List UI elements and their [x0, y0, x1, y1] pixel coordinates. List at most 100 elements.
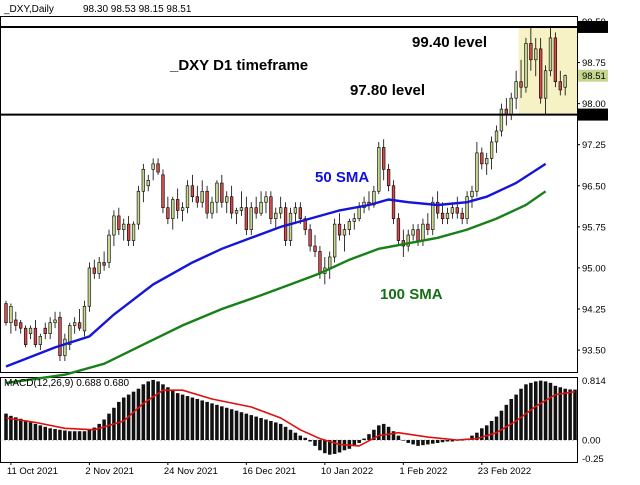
macd-histogram-bar	[421, 440, 425, 446]
candle-body	[524, 43, 528, 88]
macd-histogram-bar	[92, 427, 97, 441]
frame-layer	[0, 16, 578, 463]
candle-body	[548, 37, 553, 72]
macd-histogram-bar	[102, 419, 106, 441]
candles-layer	[4, 26, 567, 362]
candle-body	[112, 215, 116, 236]
candle-body	[342, 229, 347, 236]
candle-body	[337, 223, 342, 236]
chart-title: _DXY D1 timeframe	[169, 57, 308, 74]
macd-histogram-bar	[180, 394, 185, 441]
candle-body	[234, 210, 239, 214]
candle-body	[475, 152, 479, 192]
candle-body	[519, 81, 523, 88]
candle-body	[288, 212, 293, 241]
candle-body	[171, 199, 175, 219]
macd-histogram-bar	[470, 435, 474, 441]
x-tick-label: 24 Nov 2021	[164, 466, 218, 477]
macd-histogram-bar	[426, 440, 430, 445]
candle-body	[386, 169, 391, 187]
candle-body	[220, 182, 224, 203]
level-high-badge: 99.40	[582, 22, 606, 33]
macd-histogram-bar	[239, 412, 244, 441]
candle-body	[264, 196, 268, 203]
x-tick-label: 1 Feb 2022	[399, 466, 447, 477]
candle-body	[357, 207, 361, 219]
macd-histogram-bar	[450, 440, 455, 442]
candle-body	[259, 201, 263, 214]
levels-layer	[0, 25, 577, 116]
candle-body	[53, 319, 57, 324]
candle-body	[77, 322, 82, 329]
macd-layer	[4, 379, 577, 455]
macd-histogram-bar	[259, 418, 263, 441]
candle-body	[244, 207, 249, 230]
macd-histogram-bar	[509, 398, 513, 441]
price-tick-label: 95.75	[582, 222, 606, 233]
macd-histogram-bar	[308, 440, 312, 442]
candle-body	[195, 196, 199, 203]
macd-histogram-bar	[43, 426, 48, 441]
macd-histogram-bar	[205, 401, 209, 441]
macd-tick-label: 0.00	[582, 436, 601, 447]
candle-body	[455, 207, 459, 214]
macd-histogram-bar	[416, 440, 420, 446]
x-tick-label: 23 Feb 2022	[478, 466, 531, 477]
macd-histogram-bar	[33, 423, 38, 441]
chart-header-symbol: _DXY,Daily	[3, 4, 54, 15]
candle-body	[176, 199, 180, 211]
candle-body	[514, 81, 518, 99]
macd-histogram-bar	[87, 429, 92, 441]
macd-histogram-bar	[117, 401, 121, 441]
candle-body	[485, 158, 489, 165]
candle-body	[48, 322, 52, 334]
candle-body	[225, 196, 229, 203]
macd-histogram-bar	[107, 413, 111, 441]
candle-body	[558, 81, 562, 91]
candle-body	[529, 43, 533, 61]
candle-body	[509, 97, 513, 115]
macd-histogram-bar	[401, 440, 406, 441]
macd-histogram-bar	[269, 420, 273, 441]
macd-histogram-bar	[175, 393, 180, 441]
candle-body	[82, 305, 87, 332]
candle-body	[421, 223, 425, 241]
candle-body	[426, 223, 430, 230]
candle-body	[303, 218, 307, 230]
macd-histogram-bar	[499, 410, 504, 441]
macd-signal-line	[5, 389, 576, 447]
price-tick-label: 93.50	[582, 346, 606, 357]
candle-body	[406, 234, 410, 247]
candle-body	[279, 207, 283, 214]
macd-histogram-bar	[538, 380, 543, 441]
chart-header-ohlc: 98.30 98.53 98.15 98.51	[83, 4, 192, 15]
price-tick-label: 98.75	[582, 58, 606, 69]
macd-histogram-bar	[146, 381, 151, 441]
price-tick-label: 96.50	[582, 181, 606, 192]
price-tick-label: 95.00	[582, 263, 606, 274]
candle-body	[156, 163, 160, 173]
price-tick-label: 98.00	[582, 99, 606, 110]
macd-histogram-bar	[264, 419, 268, 441]
candle-body	[136, 190, 141, 225]
macd-histogram-bar	[161, 384, 165, 441]
macd-histogram-bar	[215, 404, 219, 441]
macd-histogram-bar	[362, 438, 366, 441]
macd-histogram-bar	[200, 400, 204, 441]
macd-histogram-bar	[298, 435, 303, 441]
candle-body	[200, 190, 204, 203]
candle-body	[308, 229, 312, 247]
macd-histogram-bar	[435, 440, 440, 443]
macd-histogram-bar	[141, 384, 146, 441]
macd-histogram-bar	[278, 423, 283, 441]
macd-histogram-bar	[332, 440, 337, 454]
macd-histogram-bar	[327, 440, 332, 455]
last-price-badge-bg	[578, 69, 608, 82]
macd-histogram-bar	[553, 385, 558, 441]
candle-body	[23, 327, 28, 345]
candle-body	[19, 322, 23, 329]
highlight-zone-layer	[518, 26, 577, 115]
candle-body	[436, 201, 440, 214]
candle-body	[298, 207, 302, 219]
macd-histogram-bar	[445, 440, 450, 442]
